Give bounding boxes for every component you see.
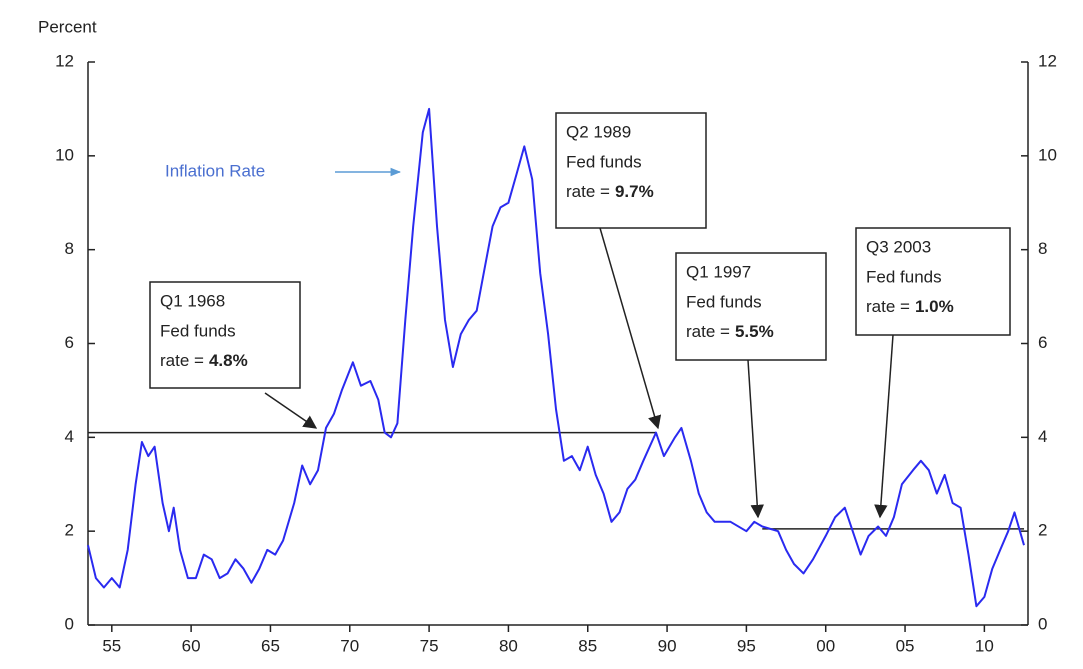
annotation-rate: 4.8% [209, 351, 248, 370]
annotation-text: Q1 1997 [686, 262, 751, 281]
x-tick-label: 90 [658, 636, 677, 655]
y2-tick-label: 8 [1038, 239, 1047, 258]
x-tick-label: 75 [420, 636, 439, 655]
annotation-text: Q3 2003 [866, 237, 931, 256]
y-tick-label: 0 [65, 614, 74, 633]
annotation-arrow [747, 359, 764, 519]
annotation-rate: 1.0% [915, 297, 954, 316]
legend-label: Inflation Rate [165, 161, 265, 180]
annotation: Q3 2003 Fed funds rate = 1.0% [855, 227, 1011, 519]
x-tick-label: 10 [975, 636, 994, 655]
annotation-rate-prefix: rate = [866, 297, 910, 316]
y-tick-label: 12 [55, 51, 74, 70]
x-tick-label: 65 [261, 636, 280, 655]
annotation-text: Fed funds [566, 152, 642, 171]
line-series [87, 107, 1025, 608]
x-tick-label: 80 [499, 636, 518, 655]
y-tick-label: 8 [65, 239, 74, 258]
annotation-rate-prefix: rate = [160, 351, 204, 370]
annotation-rate-prefix: rate = [686, 322, 730, 341]
annotation-arrow [874, 334, 894, 519]
annotation-rate-line: rate = 4.8% [160, 351, 248, 370]
annotation-text: Fed funds [160, 321, 236, 340]
annotation-text: Fed funds [866, 267, 942, 286]
x-tick-label: 60 [182, 636, 201, 655]
y-tick-label: 10 [55, 145, 74, 164]
annotation-rate: 5.5% [735, 322, 774, 341]
y2-tick-label: 4 [1038, 427, 1047, 446]
x-tick-label: 70 [340, 636, 359, 655]
annotation-rate: 9.7% [615, 182, 654, 201]
annotation-arrow [264, 392, 318, 429]
x-tick-label: 05 [896, 636, 915, 655]
y-tick-label: 6 [65, 333, 74, 352]
annotation-box [555, 112, 707, 229]
x-tick-label: 55 [102, 636, 121, 655]
x-tick-label: 85 [578, 636, 597, 655]
annotation-rate-prefix: rate = [566, 182, 610, 201]
y2-tick-label: 12 [1038, 51, 1057, 70]
annotation-arrow [599, 227, 662, 430]
y-tick-label: 2 [65, 521, 74, 540]
y2-tick-label: 2 [1038, 521, 1047, 540]
annotation-box [675, 252, 827, 361]
annotation-rate-line: rate = 5.5% [686, 322, 774, 341]
x-tick-label: 00 [816, 636, 835, 655]
y-axis-label: Percent [38, 17, 97, 36]
annotation-box [149, 281, 301, 389]
annotation-text: Q2 1989 [566, 122, 631, 141]
annotation: Q1 1968 Fed funds rate = 4.8% [149, 281, 318, 429]
annotation: Q2 1989 Fed funds rate = 9.7% [555, 112, 707, 430]
x-tick-label: 95 [737, 636, 756, 655]
annotation-rate-line: rate = 1.0% [866, 297, 954, 316]
annotation: Q1 1997 Fed funds rate = 5.5% [675, 252, 827, 519]
y-tick-label: 4 [65, 427, 74, 446]
annotation-box [855, 227, 1011, 336]
y2-tick-label: 10 [1038, 145, 1057, 164]
annotation-text: Q1 1968 [160, 291, 225, 310]
annotation-text: Fed funds [686, 292, 762, 311]
y2-tick-label: 6 [1038, 333, 1047, 352]
annotation-rate-line: rate = 9.7% [566, 182, 654, 201]
y2-tick-label: 0 [1038, 614, 1047, 633]
